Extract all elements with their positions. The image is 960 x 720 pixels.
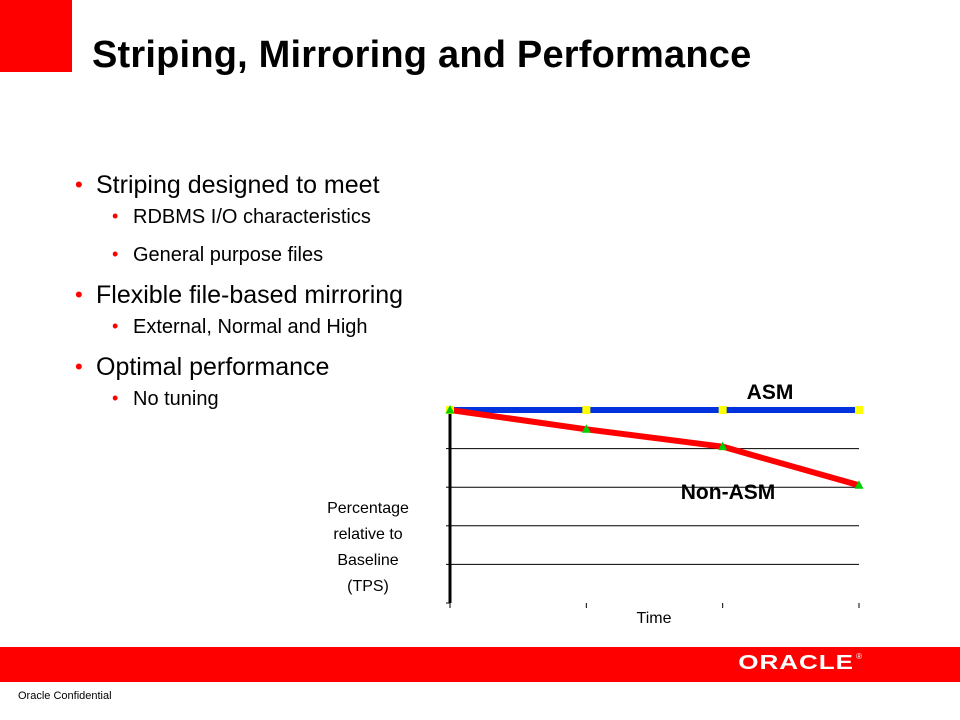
y-axis-label: Percentage — [327, 500, 409, 517]
sub-bullet-text: External, Normal and High — [133, 316, 368, 338]
bullet-striping: • Striping designed to meet — [72, 170, 672, 200]
series-label-asm: ASM — [747, 381, 794, 404]
data-point-non-asm — [854, 480, 864, 489]
sub-bullet-general-purpose: • General purpose files — [72, 242, 672, 268]
bullet-marker: • — [112, 244, 119, 264]
oracle-logo-registered-mark: ® — [856, 652, 862, 661]
data-point-asm — [718, 406, 727, 414]
data-point-non-asm — [581, 424, 591, 433]
corner-accent-block — [0, 0, 72, 72]
sub-bullet-redundancy: • External, Normal and High — [72, 314, 672, 340]
sub-bullet-no-tuning: • No tuning — [72, 386, 672, 412]
series-label-non-asm: Non-ASM — [681, 481, 775, 504]
bullet-text: Flexible file-based mirroring — [96, 281, 404, 309]
data-point-asm — [855, 406, 863, 414]
bullet-marker: • — [112, 388, 119, 408]
confidential-label: Oracle Confidential — [18, 690, 112, 702]
y-axis-label: relative to — [333, 526, 402, 543]
sub-bullet-rdbms: • RDBMS I/O characteristics — [72, 204, 672, 230]
y-axis-label: (TPS) — [347, 578, 389, 595]
y-axis-label: Baseline — [337, 552, 398, 569]
bullet-marker: • — [75, 282, 83, 307]
bullet-text: Striping designed to meet — [96, 171, 380, 199]
data-point-non-asm — [718, 441, 728, 451]
bullet-text: Optimal performance — [96, 353, 330, 381]
bullet-marker: • — [75, 354, 83, 379]
sub-bullet-text: RDBMS I/O characteristics — [133, 206, 371, 228]
x-axis-label: Time — [637, 610, 672, 627]
performance-chart: ASM Non-ASM Percentage relative to Baseline (… — [327, 381, 864, 627]
footer-bar: ORACLE ® — [0, 647, 960, 682]
bullet-marker: • — [75, 172, 83, 197]
series-line-non-asm — [449, 407, 860, 489]
sub-bullet-text: General purpose files — [133, 244, 324, 266]
sub-bullet-text: No tuning — [133, 388, 219, 410]
bullet-marker: • — [112, 206, 119, 226]
bullet-performance: • Optimal performance — [72, 352, 672, 382]
bullet-mirroring: • Flexible file-based mirroring — [72, 280, 672, 310]
slide-title: Striping, Mirroring and Performance — [92, 34, 752, 76]
oracle-logo: ORACLE — [738, 650, 854, 674]
bullet-list: • Striping designed to meet • RDBMS I/O … — [72, 170, 672, 424]
bullet-marker: • — [112, 316, 119, 336]
data-point-non-asm — [445, 405, 455, 414]
data-point-asm — [582, 406, 591, 414]
